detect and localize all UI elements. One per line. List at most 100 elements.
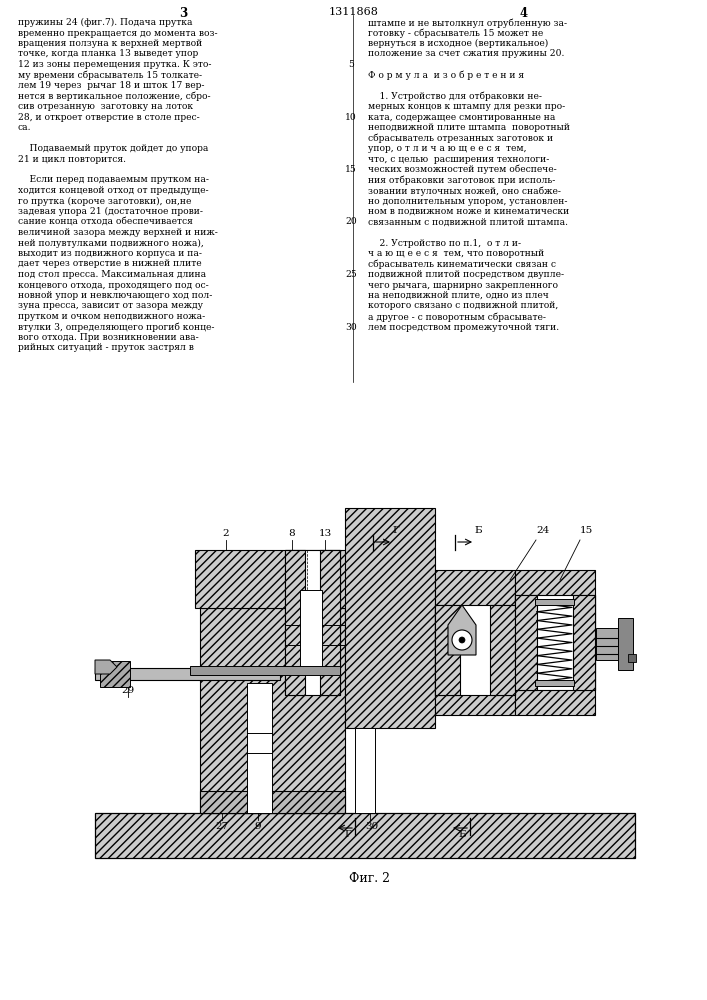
Text: 15: 15 xyxy=(345,165,357,174)
Bar xyxy=(95,668,280,680)
Text: 2: 2 xyxy=(223,529,229,538)
Text: Б: Б xyxy=(474,526,481,535)
Bar xyxy=(490,605,515,695)
Bar xyxy=(200,608,345,813)
Text: сбрасыватель кинематически связан с: сбрасыватель кинематически связан с xyxy=(368,259,556,269)
Text: 21 и цикл повторится.: 21 и цикл повторится. xyxy=(18,154,126,163)
Text: 28, и откроет отверстие в столе прес-: 28, и откроет отверстие в столе прес- xyxy=(18,112,200,121)
Text: связанным с подвижной плитой штампа.: связанным с подвижной плитой штампа. xyxy=(368,218,568,227)
Text: му времени сбрасыватель 15 толкате-: му времени сбрасыватель 15 толкате- xyxy=(18,70,202,80)
Text: величиной зазора между верхней и ниж-: величиной зазора между верхней и ниж- xyxy=(18,228,218,237)
Text: ката, содержащее смонтированные на: ката, содержащее смонтированные на xyxy=(368,112,556,121)
Text: дает через отверстие в нижней плите: дает через отверстие в нижней плите xyxy=(18,259,201,268)
Polygon shape xyxy=(95,660,117,674)
Text: 15: 15 xyxy=(580,526,593,535)
Circle shape xyxy=(452,630,472,650)
Text: втулки 3, определяющего прогиб конце-: втулки 3, определяющего прогиб конце- xyxy=(18,322,214,332)
Text: 27: 27 xyxy=(216,822,228,831)
Bar xyxy=(535,599,574,605)
Bar xyxy=(515,595,595,690)
Bar xyxy=(190,666,340,675)
Text: сбрасыватель отрезанных заготовок и: сбрасыватель отрезанных заготовок и xyxy=(368,133,553,143)
Text: 9: 9 xyxy=(255,822,262,831)
Text: ходится концевой отход от предыдуще-: ходится концевой отход от предыдуще- xyxy=(18,186,209,195)
Bar xyxy=(435,570,515,715)
Bar xyxy=(195,550,430,608)
Bar xyxy=(573,595,595,690)
Polygon shape xyxy=(448,605,476,655)
Text: зовании втулочных ножей, оно снабже-: зовании втулочных ножей, оно снабже- xyxy=(368,186,561,196)
Text: новной упор и невключающего ход пол-: новной упор и невключающего ход пол- xyxy=(18,291,212,300)
Text: 30: 30 xyxy=(345,322,357,332)
Text: нется в вертикальное положение, сбро-: нется в вертикальное положение, сбро- xyxy=(18,92,211,101)
Text: 29: 29 xyxy=(122,686,134,695)
Text: пружины 24 (фиг.7). Подача прутка: пружины 24 (фиг.7). Подача прутка xyxy=(18,18,192,27)
Text: под стол пресса. Максимальная длина: под стол пресса. Максимальная длина xyxy=(18,270,206,279)
Bar xyxy=(596,628,618,660)
Text: зуна пресса, зависит от зазора между: зуна пресса, зависит от зазора между xyxy=(18,302,203,310)
Text: упор, о т л и ч а ю щ е е с я  тем,: упор, о т л и ч а ю щ е е с я тем, xyxy=(368,144,527,153)
Bar xyxy=(200,791,345,813)
Text: концевого отхода, проходящего под ос-: концевого отхода, проходящего под ос- xyxy=(18,280,209,290)
Text: штампе и не вытолкнул отрубленную за-: штампе и не вытолкнул отрубленную за- xyxy=(368,18,567,27)
Bar xyxy=(435,605,515,695)
Text: го прутка (короче заготовки), он,не: го прутка (короче заготовки), он,не xyxy=(18,196,192,206)
Text: Ф о р м у л а  и з о б р е т е н и я: Ф о р м у л а и з о б р е т е н и я xyxy=(368,70,524,80)
Bar xyxy=(535,680,574,686)
Bar xyxy=(100,661,130,687)
Text: 8: 8 xyxy=(288,529,296,538)
Text: а другое - с поворотным сбрасывате-: а другое - с поворотным сбрасывате- xyxy=(368,312,546,322)
Text: Если перед подаваемым прутком на-: Если перед подаваемым прутком на- xyxy=(18,176,209,184)
Bar xyxy=(95,813,635,858)
Text: которого связано с подвижной плитой,: которого связано с подвижной плитой, xyxy=(368,302,559,310)
Text: ном в подвижном ноже и кинематически: ном в подвижном ноже и кинематически xyxy=(368,207,569,216)
Text: сание конца отхода обеспечивается: сание конца отхода обеспечивается xyxy=(18,218,193,227)
Text: Фиг. 2: Фиг. 2 xyxy=(349,872,390,885)
Bar xyxy=(515,595,537,690)
Text: ней полувтулками подвижного ножа),: ней полувтулками подвижного ножа), xyxy=(18,238,204,248)
Text: положение за счет сжатия пружины 20.: положение за счет сжатия пружины 20. xyxy=(368,49,564,58)
Text: Г: Г xyxy=(392,526,399,535)
Text: вращения ползуна к верхней мертвой: вращения ползуна к верхней мертвой xyxy=(18,39,202,48)
Text: чего рычага, шарнирно закрепленного: чего рычага, шарнирно закрепленного xyxy=(368,280,558,290)
Bar xyxy=(515,570,595,715)
Text: ч а ю щ е е с я  тем, что поворотный: ч а ю щ е е с я тем, что поворотный xyxy=(368,249,544,258)
Text: задевая упора 21 (достаточное прови-: задевая упора 21 (достаточное прови- xyxy=(18,207,203,216)
Text: 10: 10 xyxy=(345,112,357,121)
Bar xyxy=(435,605,460,695)
Text: точке, когда планка 13 выведет упор: точке, когда планка 13 выведет упор xyxy=(18,49,198,58)
Bar xyxy=(355,728,375,813)
Bar xyxy=(247,683,272,813)
Bar xyxy=(628,654,636,662)
Text: вернуться в исходное (вертикальное): вернуться в исходное (вертикальное) xyxy=(368,39,548,48)
Text: но дополнительным упором, установлен-: но дополнительным упором, установлен- xyxy=(368,196,568,206)
Text: вого отхода. При возникновении ава-: вого отхода. При возникновении ава- xyxy=(18,333,199,342)
Text: 24: 24 xyxy=(536,526,549,535)
Text: выходит из подвижного корпуса и па-: выходит из подвижного корпуса и па- xyxy=(18,249,202,258)
Bar xyxy=(320,550,340,695)
Text: Подаваемый пруток дойдет до упора: Подаваемый пруток дойдет до упора xyxy=(18,144,209,153)
Text: Г: Г xyxy=(344,830,351,839)
Text: 2. Устройство по п.1,  о т л и-: 2. Устройство по п.1, о т л и- xyxy=(368,238,521,247)
Circle shape xyxy=(459,637,465,643)
Text: Б: Б xyxy=(458,830,466,839)
Text: прутком и очком неподвижного ножа-: прутком и очком неподвижного ножа- xyxy=(18,312,205,321)
Text: временно прекращается до момента воз-: временно прекращается до момента воз- xyxy=(18,28,218,37)
Text: мерных концов к штампу для резки про-: мерных концов к штампу для резки про- xyxy=(368,102,566,111)
Text: сив отрезанную  заготовку на лоток: сив отрезанную заготовку на лоток xyxy=(18,102,193,111)
Bar xyxy=(285,550,340,695)
Text: 1311868: 1311868 xyxy=(329,7,379,17)
Text: готовку - сбрасыватель 15 может не: готовку - сбрасыватель 15 может не xyxy=(368,28,543,38)
Bar xyxy=(345,508,435,728)
Text: 30: 30 xyxy=(365,822,378,831)
Text: ческих возможностей путем обеспече-: ческих возможностей путем обеспече- xyxy=(368,165,556,174)
Text: подвижной плитой посредством двупле-: подвижной плитой посредством двупле- xyxy=(368,270,564,279)
Text: ния отбраковки заготовок при исполь-: ния отбраковки заготовок при исполь- xyxy=(368,176,556,185)
Text: 13: 13 xyxy=(318,529,332,538)
Bar xyxy=(300,590,322,670)
Text: 12 из зоны перемещения прутка. К это-: 12 из зоны перемещения прутка. К это- xyxy=(18,60,211,69)
Text: 4: 4 xyxy=(520,7,528,20)
Text: са.: са. xyxy=(18,123,32,132)
Bar xyxy=(618,618,633,670)
Text: 20: 20 xyxy=(345,218,357,227)
